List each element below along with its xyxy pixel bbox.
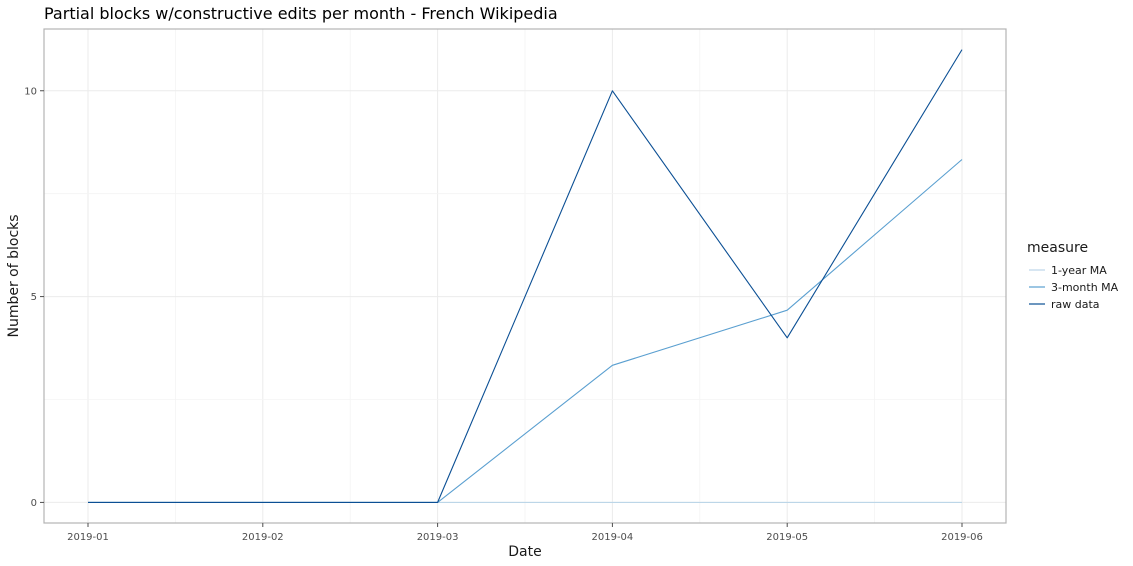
x-tick-label: 2019-02 [242, 532, 284, 543]
x-tick-label: 2019-05 [766, 532, 808, 543]
x-tick-label: 2019-01 [67, 532, 109, 543]
x-tick-label: 2019-04 [592, 532, 634, 543]
legend: measure 1-year MA 3-month MA raw data [1027, 240, 1119, 311]
y-tick-label: 10 [24, 86, 37, 97]
y-tick-label: 0 [31, 498, 37, 509]
chart-title: Partial blocks w/constructive edits per … [44, 4, 558, 23]
series-line-raw-data [88, 49, 963, 503]
legend-label-1-year-ma: 1-year MA [1051, 264, 1107, 277]
legend-label-3-month-ma: 3-month MA [1051, 281, 1119, 294]
y-tick-label: 5 [31, 292, 37, 303]
plot-panel-border [43, 28, 1007, 524]
y-axis: 0 5 10 [24, 86, 44, 509]
x-tick-label: 2019-06 [941, 532, 983, 543]
x-axis-title: Date [508, 544, 541, 560]
x-tick-label: 2019-03 [417, 532, 459, 543]
legend-title: measure [1027, 240, 1088, 256]
series-lines [88, 49, 963, 503]
x-axis: 2019-01 2019-02 2019-03 2019-04 2019-05 2019-… [67, 523, 983, 543]
grid [44, 29, 1006, 523]
y-axis-title: Number of blocks [6, 214, 22, 337]
legend-label-raw-data: raw data [1051, 298, 1100, 311]
